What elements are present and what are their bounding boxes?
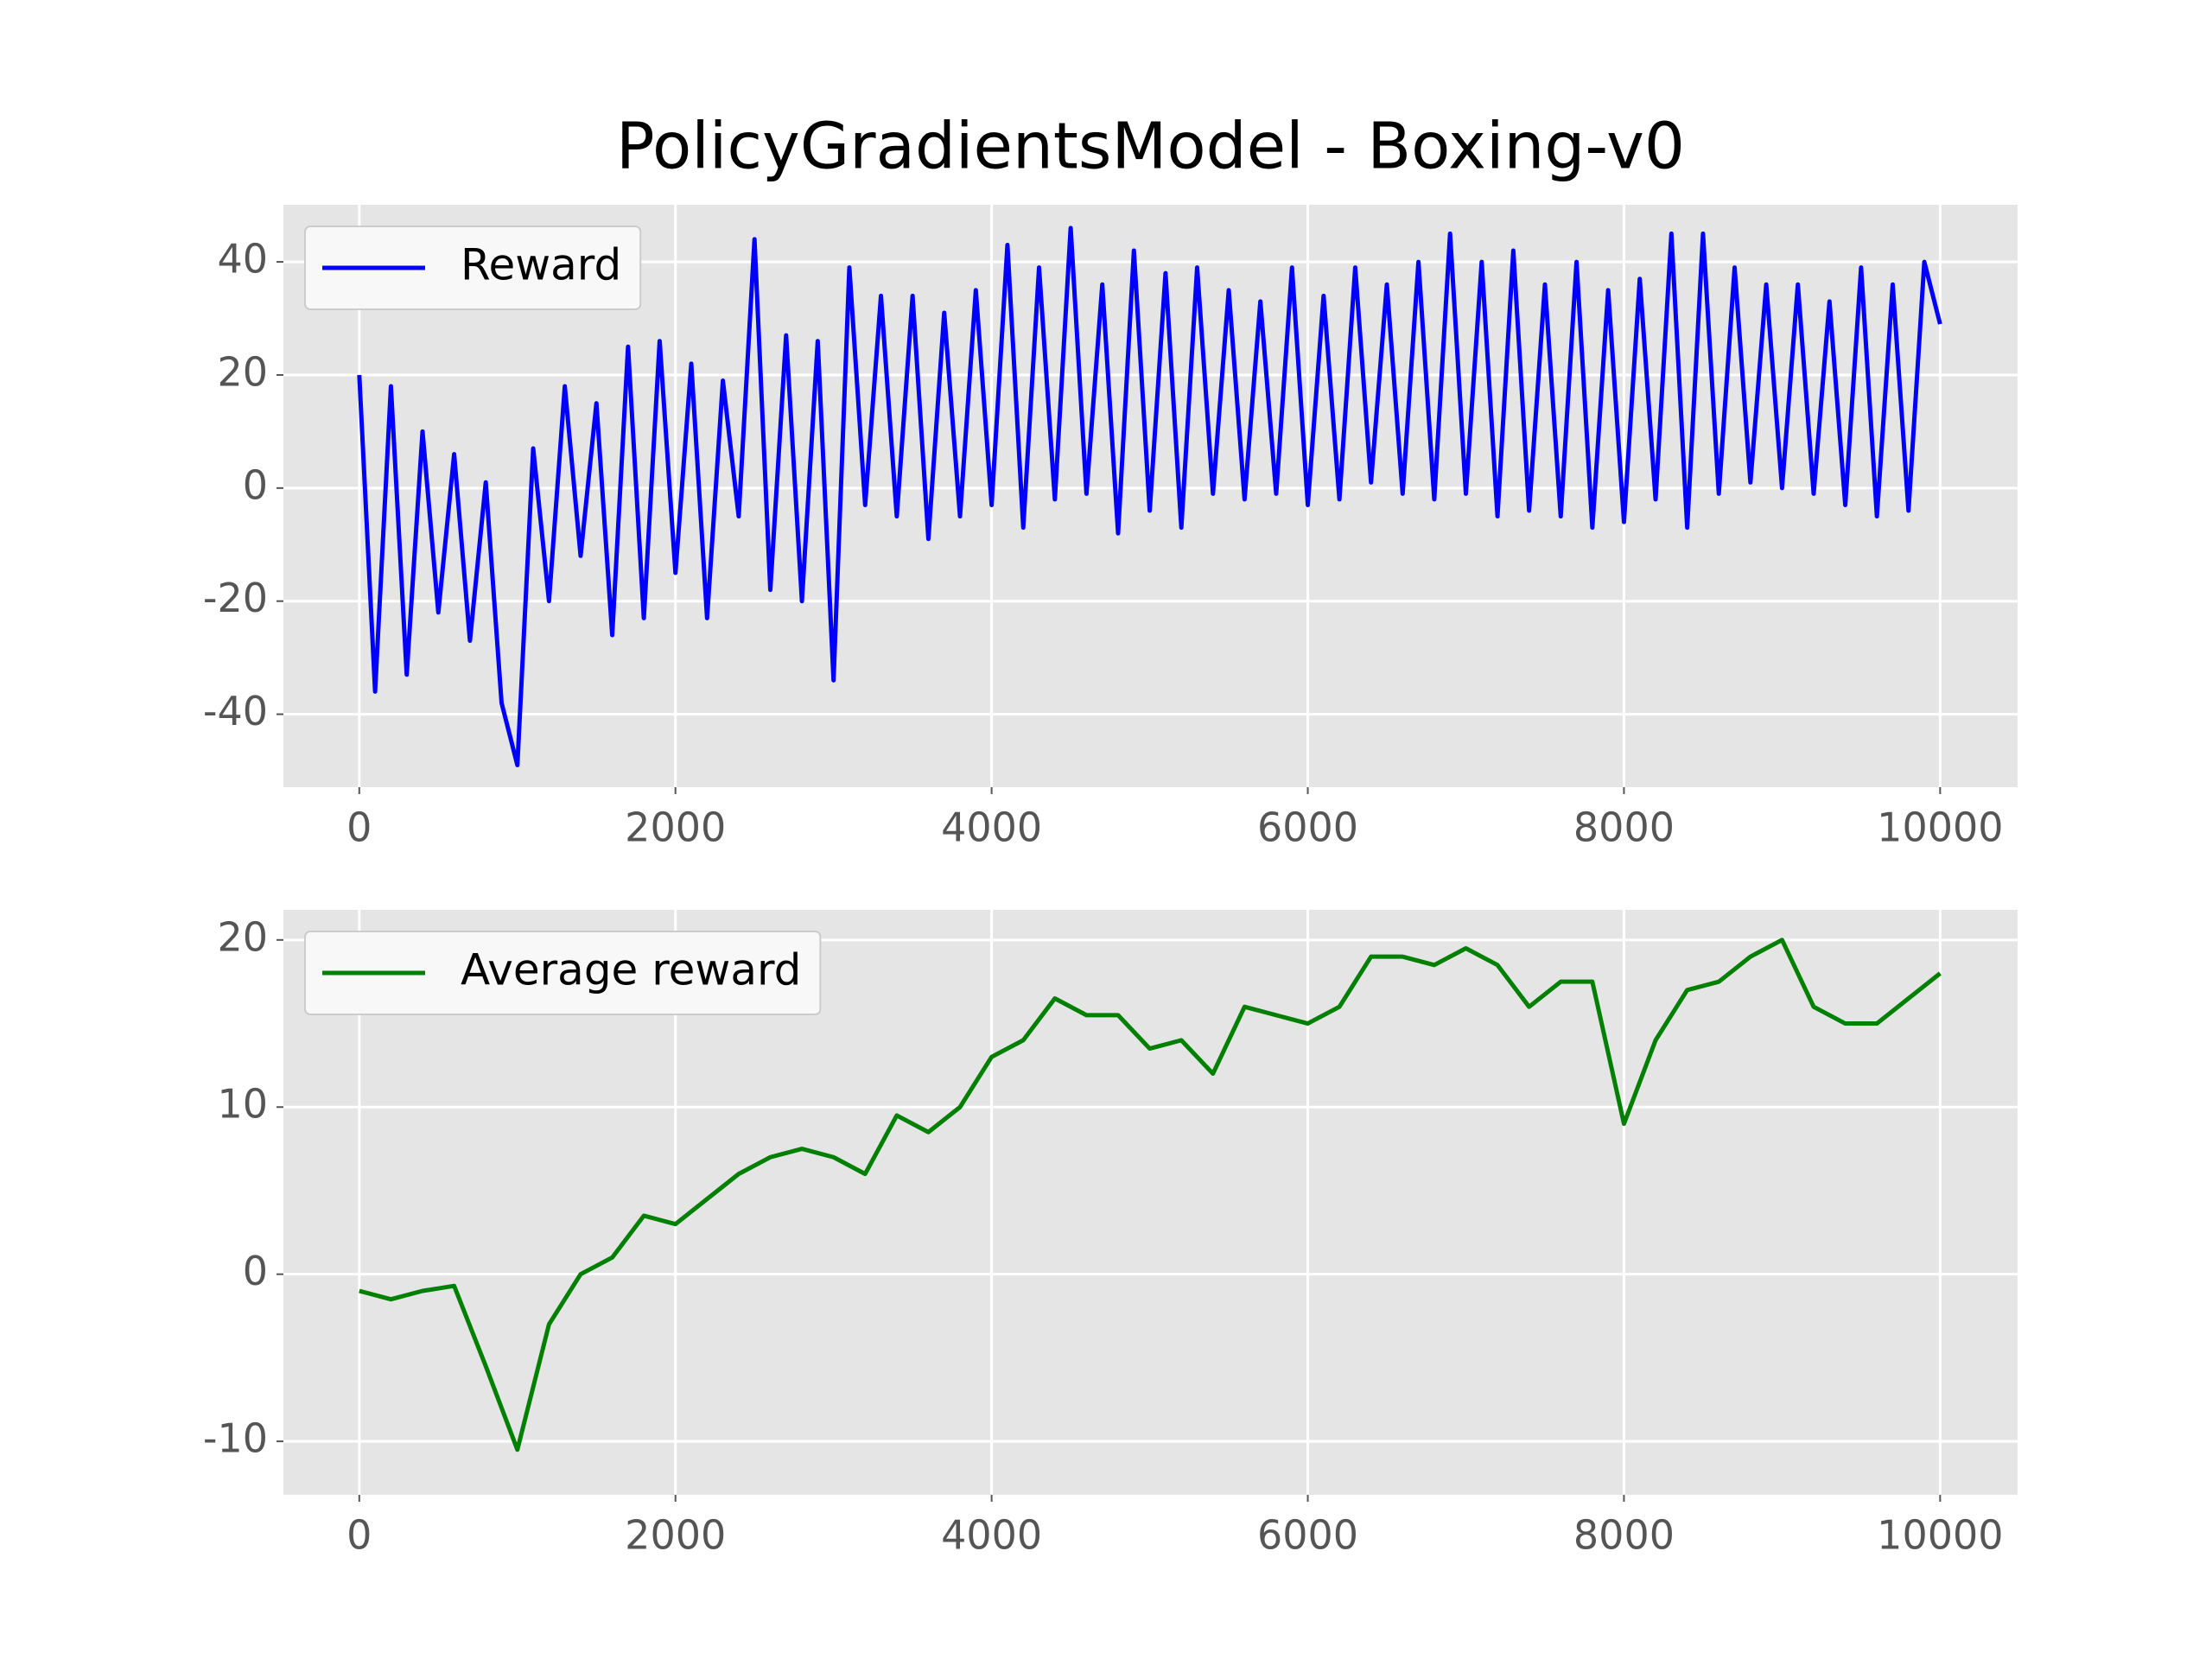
legend: Reward (304, 226, 642, 310)
y-tick-label: 20 (217, 348, 268, 395)
x-tick-label: 2000 (625, 804, 726, 851)
x-tick-label: 10000 (1877, 1512, 2003, 1559)
y-tick-label: 40 (217, 236, 268, 283)
y-tick-label: -40 (203, 688, 268, 734)
legend: Average reward (304, 931, 822, 1015)
x-tick-label: 0 (346, 1512, 372, 1559)
y-tick-label: -20 (203, 575, 268, 621)
x-tick-label: 6000 (1257, 804, 1358, 851)
x-tick-label: 4000 (941, 1512, 1042, 1559)
x-tick-label: 2000 (625, 1512, 726, 1559)
series-line (359, 938, 1942, 1452)
legend-label: Reward (461, 240, 621, 290)
chart-title: PolicyGradientsModel - Boxing-v0 (616, 110, 1685, 184)
x-tick-label: 10000 (1877, 804, 2003, 851)
legend-label: Average reward (461, 945, 801, 995)
x-tick-label: 0 (346, 804, 372, 851)
legend-box (304, 226, 642, 310)
x-tick-label: 4000 (941, 804, 1042, 851)
series-line (357, 226, 1942, 767)
y-tick-label: 0 (243, 1248, 268, 1294)
y-tick-label: -10 (203, 1415, 268, 1462)
subplot: -10 0 10 20 0 2000 4000 6000 8000 10000 Average re… (203, 910, 2018, 1559)
x-tick-label: 6000 (1257, 1512, 1358, 1559)
y-tick-label: 10 (217, 1081, 268, 1128)
legend-box (304, 931, 822, 1015)
subplot: PolicyGradientsModel - Boxing-v0 -40 -20 0 2… (203, 110, 2018, 851)
x-tick-label: 8000 (1573, 804, 1675, 851)
y-tick-label: 0 (243, 461, 268, 508)
y-tick-label: 20 (217, 913, 268, 960)
x-tick-label: 8000 (1573, 1512, 1675, 1559)
